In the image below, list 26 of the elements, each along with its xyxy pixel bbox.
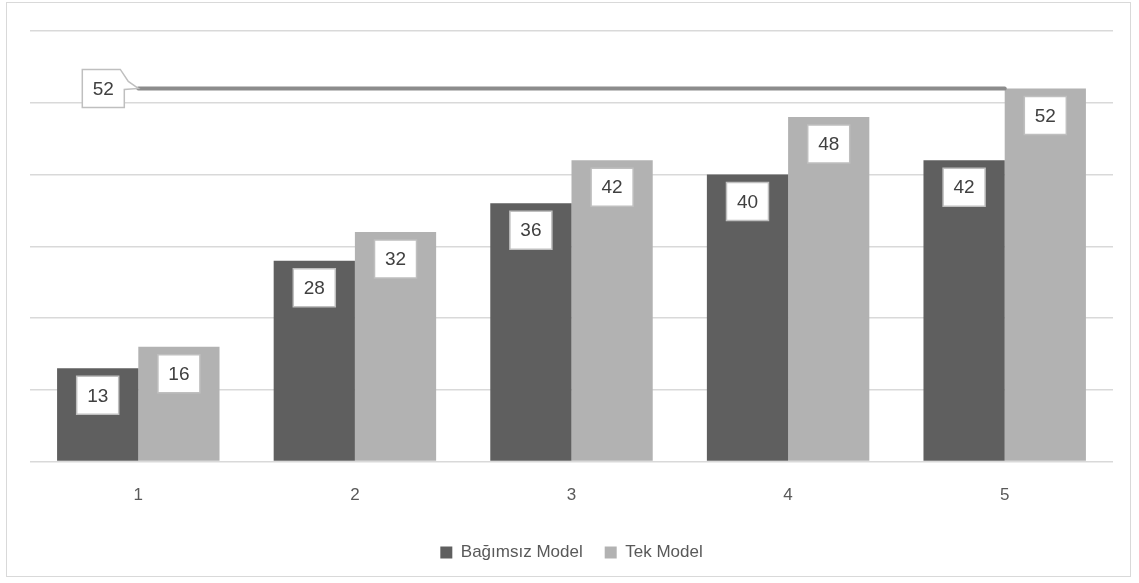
data-label: 28 [303,276,325,298]
bar [273,260,355,461]
x-tick-label: 1 [133,485,144,505]
x-tick-label: 5 [999,485,1010,505]
data-label: 13 [87,384,109,406]
data-label: 36 [520,219,542,241]
bar [354,231,437,461]
data-label: 48 [818,133,840,155]
data-label: 16 [168,363,190,385]
bar [788,117,870,461]
data-label: 52 [92,77,114,99]
x-tick-label: 2 [350,485,360,505]
data-label: 42 [953,176,975,198]
data-label: 32 [384,248,407,270]
x-tick-label: 3 [566,485,577,505]
bar [923,160,1005,461]
bar [706,174,789,461]
legend-label: Tek Model [625,542,703,562]
data-label: 42 [601,176,623,198]
x-tick-label: 4 [783,485,793,505]
data-label: 40 [736,190,759,212]
bar [571,160,653,461]
bar [490,203,572,461]
bar [1004,88,1086,461]
data-label: 52 [1034,104,1056,126]
legend-label: Bağımsız Model [460,542,583,562]
